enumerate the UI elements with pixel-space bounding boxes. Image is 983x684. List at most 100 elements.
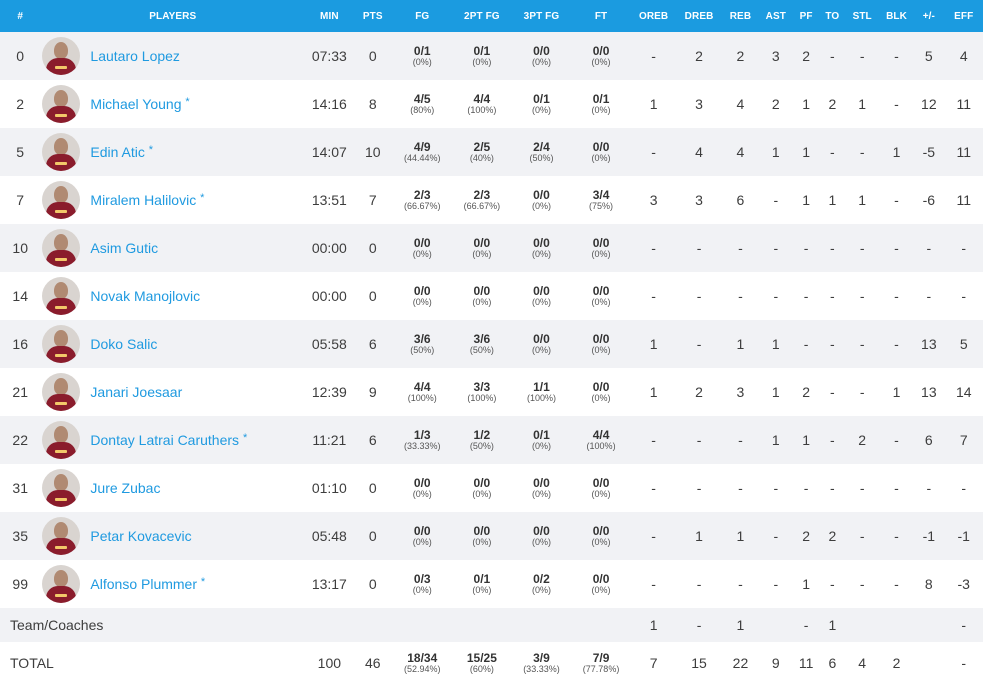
player-avatar[interactable]: [42, 229, 81, 267]
ft-pct: (0%): [591, 392, 611, 403]
player-ast: -: [773, 528, 779, 544]
ft-made: 0/0: [592, 139, 610, 154]
player-name-link[interactable]: Asim Gutic: [90, 240, 158, 256]
player-row[interactable]: 21 Janari Joesaar 12:39 9 4/4 (100%) 3/3(…: [0, 368, 983, 416]
fg-made: 1/3: [413, 427, 431, 442]
player-dreb: 4: [695, 144, 703, 160]
player-row[interactable]: 22 Dontay Latrai Caruthers * 11:21 6 1/3…: [0, 416, 983, 464]
player-avatar[interactable]: [42, 565, 81, 603]
player-avatar[interactable]: [42, 277, 81, 315]
player-row[interactable]: 99 Alfonso Plummer * 13:17 0 0/3 (0%) 0/1…: [0, 560, 983, 608]
player-avatar[interactable]: [42, 181, 81, 219]
player-name-link[interactable]: Jure Zubac: [90, 480, 160, 496]
player-min: 05:48: [311, 528, 347, 544]
column-header-blk[interactable]: BLK: [886, 10, 907, 22]
player-row[interactable]: 2 Michael Young * 14:16 8 4/5 (80%) 4/4 (1…: [0, 80, 983, 128]
total-fg-made: 18/34: [407, 650, 438, 665]
player-name: Petar Kovacevic: [90, 528, 192, 544]
player-name-link[interactable]: Lautaro Lopez: [90, 48, 180, 64]
team-coaches-label: Team/Coaches: [10, 617, 104, 633]
fg-made: 0/0: [413, 523, 431, 538]
player-name: Miralem Halilovic: [90, 192, 197, 208]
player-avatar[interactable]: [42, 517, 81, 555]
player-avatar[interactable]: [42, 133, 81, 171]
player-oreb: 1: [649, 96, 658, 112]
player-avatar[interactable]: [42, 37, 81, 75]
player-min: 00:00: [311, 240, 347, 256]
player-avatar[interactable]: [42, 421, 81, 459]
player-avatar[interactable]: [42, 325, 81, 363]
column-header-stl[interactable]: STL: [852, 10, 872, 22]
player-cell: Janari Joesaar: [40, 368, 305, 416]
player-name-link[interactable]: Novak Manojlovic: [90, 288, 200, 304]
fg2-pct: (0%): [472, 296, 492, 307]
player-to: -: [830, 144, 835, 160]
fg2-pct: (0%): [472, 584, 492, 595]
column-header-number[interactable]: #: [17, 10, 24, 22]
player-dreb: -: [696, 432, 702, 448]
column-header-2pt-fg[interactable]: 2PT FG: [464, 10, 500, 22]
player-min: 14:07: [311, 144, 347, 160]
player-row[interactable]: 14 Novak Manojlovic 00:00 0 0/0 (0%) 0/0(…: [0, 272, 983, 320]
player-to: 1: [828, 192, 837, 208]
player-avatar[interactable]: [42, 85, 81, 123]
player-name-link[interactable]: Dontay Latrai Caruthers *: [90, 432, 247, 448]
total-blk: 2: [892, 655, 901, 671]
fg2-pct: (0%): [472, 56, 492, 67]
player-row[interactable]: 35 Petar Kovacevic 05:48 0 0/0 (0%) 0/0 (0…: [0, 512, 983, 560]
player-row[interactable]: 31 Jure Zubac 01:10 0 0/0 (0%) 0/0 (0%) 0/…: [0, 464, 983, 512]
column-header-3pt-fg[interactable]: 3PT FG: [523, 10, 560, 22]
player-to: -: [830, 48, 835, 64]
player-name-link[interactable]: Edin Atic *: [90, 144, 153, 160]
player-row[interactable]: 5 Edin Atic * 14:07 10 4/9 (44.44%) 2/5 (4…: [0, 128, 983, 176]
column-header-oreb[interactable]: OREB: [638, 10, 669, 22]
player-pf: 1: [802, 192, 810, 208]
player-number: 2: [16, 96, 25, 112]
player-avatar[interactable]: [42, 469, 81, 507]
player-avatar[interactable]: [42, 373, 81, 411]
player-2pt-fg: 3/6 (50%): [453, 320, 512, 368]
team-ast: [760, 608, 792, 642]
column-header-eff[interactable]: EFF: [954, 10, 974, 22]
column-header-to[interactable]: TO: [825, 10, 840, 22]
player-plus-minus: 8: [924, 576, 933, 592]
player-name-link[interactable]: Miralem Halilovic *: [90, 192, 204, 208]
player-oreb: 1: [649, 384, 658, 400]
column-header-ast[interactable]: AST: [765, 10, 786, 22]
player-plus-minus: 13: [921, 336, 937, 352]
player-reb: 4: [736, 144, 745, 160]
player-row[interactable]: 7 Miralem Halilovic * 13:51 7 2/3 (66.67%…: [0, 176, 983, 224]
player-row[interactable]: 16 Doko Salic 05:58 6 3/6 (50%) 3/6 (50%) …: [0, 320, 983, 368]
player-name-link[interactable]: Petar Kovacevic: [90, 528, 191, 544]
player-row[interactable]: 10 Asim Gutic 00:00 0 0/0 (0%) 0/0 (0%) 0/…: [0, 224, 983, 272]
column-header-plus-minus[interactable]: +/-: [922, 10, 935, 22]
column-header-pf[interactable]: PF: [799, 10, 813, 22]
ft-pct: (75%): [589, 200, 614, 211]
fg-made: 4/5: [413, 91, 431, 106]
fg3-made: 2/4: [533, 139, 550, 154]
player-name-link[interactable]: Alfonso Plummer *: [90, 576, 205, 592]
column-header-pts[interactable]: PTS: [362, 10, 383, 22]
player-3pt-fg: 0/0 (0%): [511, 512, 572, 560]
player-pf: 2: [802, 48, 810, 64]
total-fg-pct: (52.94%): [403, 663, 441, 674]
ft-pct: (0%): [591, 104, 611, 115]
fg3-pct: (100%): [526, 392, 556, 403]
player-stl: -: [859, 240, 865, 256]
player-name-link[interactable]: Doko Salic: [90, 336, 157, 352]
player-name-link[interactable]: Michael Young *: [90, 96, 189, 112]
fg-made: 4/9: [413, 139, 431, 154]
player-3pt-fg: 0/0 (0%): [511, 464, 572, 512]
player-row[interactable]: 0 Lautaro Lopez 07:33 0 0/1 (0%) 0/1 (0%) …: [0, 32, 983, 80]
player-2pt-fg: 0/0 (0%): [453, 224, 512, 272]
column-header-dreb[interactable]: DREB: [684, 10, 714, 22]
player-name-link[interactable]: Janari Joesaar: [90, 384, 182, 400]
column-header-reb[interactable]: REB: [729, 10, 752, 22]
column-header-ft[interactable]: FT: [594, 10, 608, 22]
player-fg: 0/3 (0%): [392, 560, 453, 608]
total-oreb: 7: [649, 655, 658, 671]
column-header-min[interactable]: MIN: [320, 10, 339, 22]
column-header-fg[interactable]: FG: [415, 10, 430, 22]
fg2-made: 0/0: [473, 523, 491, 538]
column-header-players[interactable]: PLAYERS: [149, 10, 197, 22]
